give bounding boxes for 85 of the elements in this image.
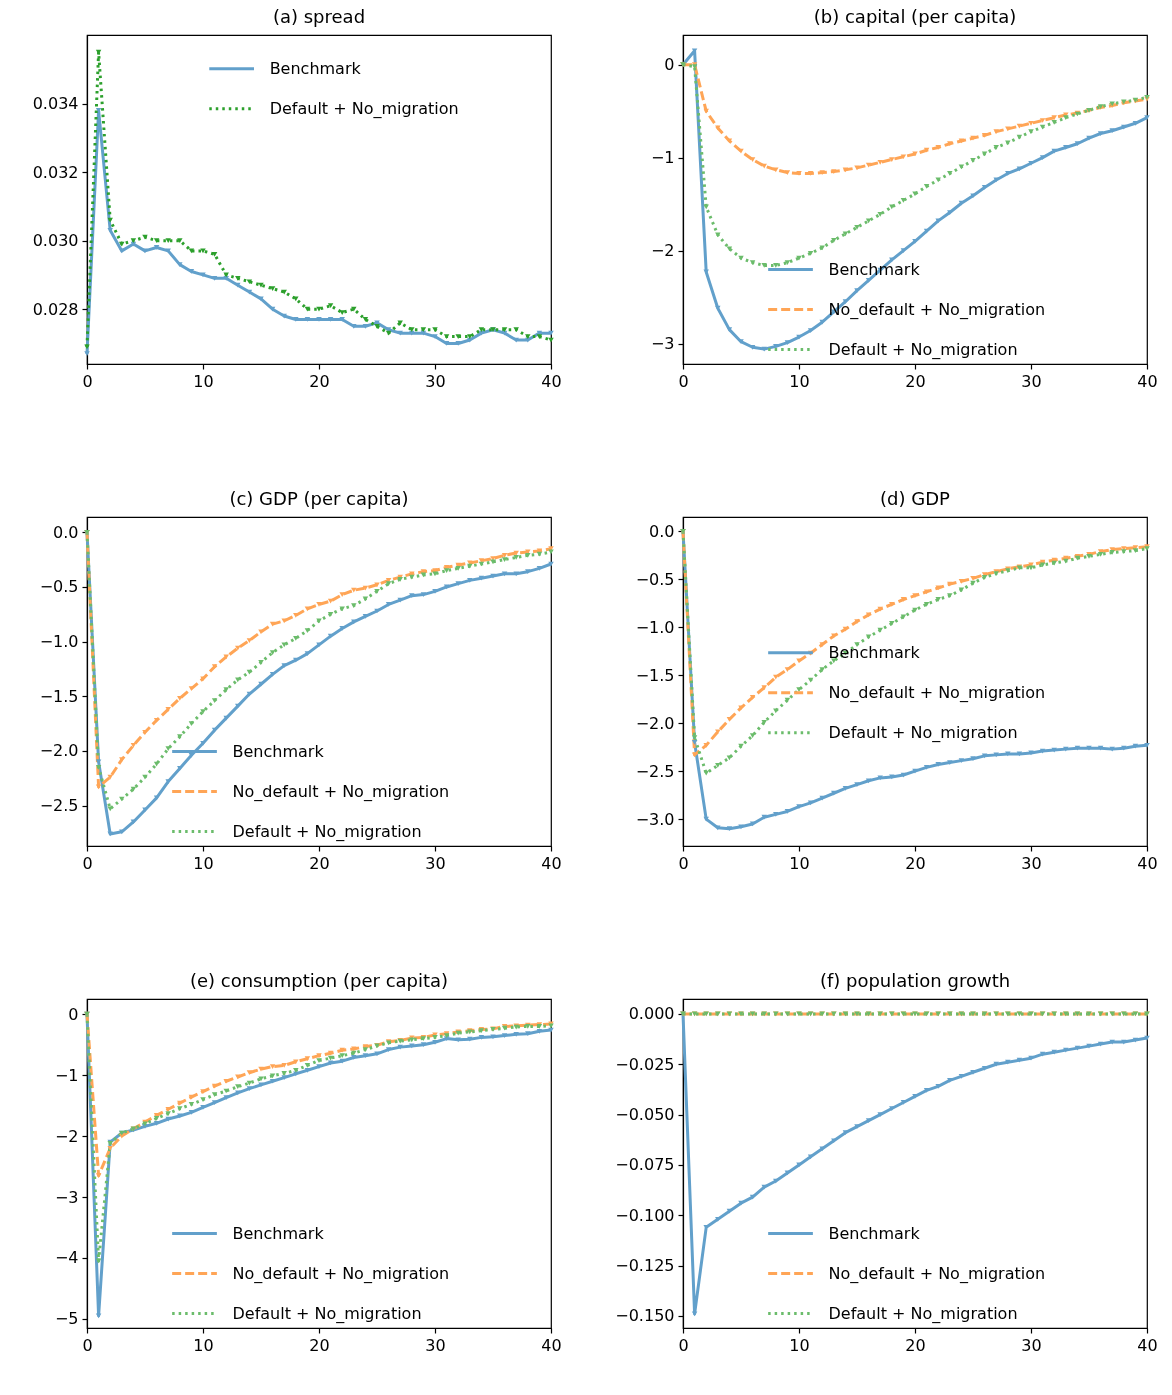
y-tick-label: −1 xyxy=(54,1065,79,1085)
chart-title: (b) capital (per capita) xyxy=(813,6,1017,27)
x-tick-label: 0 xyxy=(678,1335,689,1355)
y-tick-label: −3 xyxy=(650,334,675,354)
legend-label: No_default + No_migration xyxy=(828,1263,1046,1284)
y-tick-label: −4 xyxy=(54,1248,79,1268)
y-tick-label: −1.0 xyxy=(635,617,675,637)
legend-label: Benchmark xyxy=(269,58,362,78)
chart-title: (d) GDP xyxy=(880,488,951,509)
x-tick-label: 40 xyxy=(1137,371,1158,391)
y-tick-label: −1 xyxy=(650,148,675,168)
legend-label: Benchmark xyxy=(828,642,921,662)
y-tick-label: −2.5 xyxy=(635,761,675,781)
legend-label: Benchmark xyxy=(828,1223,921,1243)
chart-title: (f) population growth xyxy=(819,970,1011,991)
legend-label: Default + No_migration xyxy=(232,821,422,842)
x-tick-label: 30 xyxy=(1021,371,1042,391)
y-tick-label: −2.0 xyxy=(39,741,79,761)
y-tick-label: −0.5 xyxy=(39,577,79,597)
y-tick-label: 0 xyxy=(664,55,675,75)
chart-title: (e) consumption (per capita) xyxy=(189,970,449,991)
y-tick-label: −0.125 xyxy=(615,1256,675,1276)
x-tick-label: 10 xyxy=(789,371,810,391)
y-tick-label: −0.050 xyxy=(615,1105,675,1125)
x-tick-label: 0 xyxy=(678,371,689,391)
x-tick-label: 30 xyxy=(425,853,446,873)
x-tick-label: 30 xyxy=(1021,853,1042,873)
legend-label: No_default + No_migration xyxy=(232,781,450,802)
x-tick-label: 0 xyxy=(82,371,93,391)
y-tick-label: −1.0 xyxy=(39,632,79,652)
legend-label: Benchmark xyxy=(232,1223,325,1243)
x-tick-label: 40 xyxy=(541,853,562,873)
x-tick-label: 0 xyxy=(82,853,93,873)
x-tick-label: 20 xyxy=(905,371,926,391)
y-tick-label: 0.000 xyxy=(628,1004,675,1024)
x-tick-label: 20 xyxy=(309,371,330,391)
y-tick-label: 0.028 xyxy=(32,299,79,319)
x-tick-label: 30 xyxy=(425,371,446,391)
x-tick-label: 40 xyxy=(541,1335,562,1355)
y-tick-label: −2.0 xyxy=(635,713,675,733)
y-tick-label: 0 xyxy=(68,1004,79,1024)
y-tick-label: −3 xyxy=(54,1187,79,1207)
legend-label: Default + No_migration xyxy=(828,722,1018,743)
x-tick-label: 20 xyxy=(309,853,330,873)
legend-label: No_default + No_migration xyxy=(828,682,1046,703)
y-tick-label: −0.025 xyxy=(615,1054,675,1074)
x-tick-label: 40 xyxy=(1137,853,1158,873)
legend-label: Benchmark xyxy=(232,741,325,761)
x-tick-label: 20 xyxy=(905,1335,926,1355)
chart-title: (a) spread xyxy=(272,6,366,27)
x-tick-label: 40 xyxy=(1137,1335,1158,1355)
y-tick-label: −0.150 xyxy=(615,1306,675,1326)
x-tick-label: 30 xyxy=(1021,1335,1042,1355)
y-tick-label: −2 xyxy=(54,1126,79,1146)
y-tick-label: −2.5 xyxy=(39,796,79,816)
chart-title: (c) GDP (per capita) xyxy=(229,488,409,509)
y-tick-label: −0.5 xyxy=(635,569,675,589)
legend-label: Default + No_migration xyxy=(828,1303,1018,1324)
y-tick-label: −1.5 xyxy=(635,665,675,685)
legend-label: No_default + No_migration xyxy=(232,1263,450,1284)
x-tick-label: 30 xyxy=(425,1335,446,1355)
y-tick-label: −0.100 xyxy=(615,1205,675,1225)
y-tick-label: −5 xyxy=(54,1309,79,1329)
x-tick-label: 0 xyxy=(82,1335,93,1355)
x-tick-label: 10 xyxy=(193,1335,214,1355)
y-tick-label: −0.075 xyxy=(615,1155,675,1175)
x-tick-label: 10 xyxy=(193,371,214,391)
x-tick-label: 10 xyxy=(789,853,810,873)
x-tick-label: 10 xyxy=(193,853,214,873)
x-tick-label: 20 xyxy=(309,1335,330,1355)
x-tick-label: 40 xyxy=(541,371,562,391)
y-tick-label: 0.030 xyxy=(32,231,79,251)
y-tick-label: −3.0 xyxy=(635,809,675,829)
y-tick-label: 0.032 xyxy=(32,162,79,182)
legend-label: Default + No_migration xyxy=(232,1303,422,1324)
y-tick-label: 0.0 xyxy=(649,521,675,541)
y-tick-label: −1.5 xyxy=(39,686,79,706)
x-tick-label: 0 xyxy=(678,853,689,873)
y-tick-label: 0.034 xyxy=(32,94,79,114)
legend-label: Default + No_migration xyxy=(828,339,1018,360)
y-tick-label: 0.0 xyxy=(53,522,79,542)
x-tick-label: 20 xyxy=(905,853,926,873)
legend-label: Default + No_migration xyxy=(269,98,459,119)
y-tick-label: −2 xyxy=(650,241,675,261)
x-tick-label: 10 xyxy=(789,1335,810,1355)
